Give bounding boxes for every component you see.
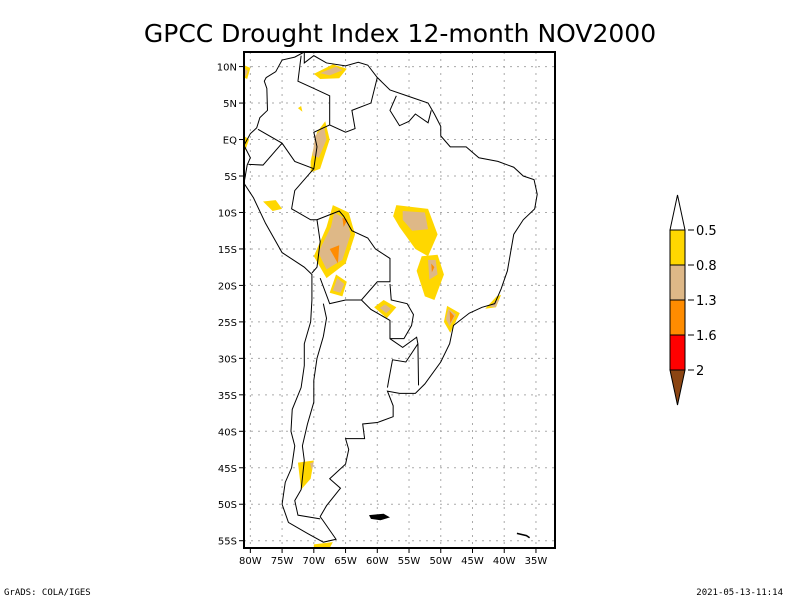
- country-border: [248, 142, 283, 166]
- south-georgia: [516, 532, 531, 539]
- country-border: [316, 210, 391, 305]
- legend-label: 0.5: [696, 224, 717, 239]
- legend-arrow-top: [669, 194, 686, 231]
- x-tick-label: 70W: [303, 556, 326, 567]
- legend-swatch: [669, 334, 686, 371]
- coastlines-and-borders: [243, 51, 538, 543]
- color-legend: 0.5 0.8 1.3 1.6 2: [669, 194, 717, 406]
- y-tick-label: 10S: [218, 208, 237, 219]
- gridlines: [244, 52, 555, 548]
- y-tick-label: EQ: [223, 136, 237, 147]
- coastline: [243, 51, 538, 543]
- y-tick-label: 25S: [218, 318, 237, 329]
- x-tick-label: 40W: [493, 556, 516, 567]
- drought-area: [318, 212, 351, 270]
- falkland-islands: [369, 513, 390, 521]
- legend-label: 0.8: [696, 259, 717, 274]
- y-tick-label: 55S: [218, 537, 237, 548]
- y-tick-label: 10N: [217, 63, 237, 74]
- country-border: [294, 303, 328, 520]
- country-border: [361, 283, 414, 340]
- x-axis: 80W 75W 70W 65W 60W 55W 50W 45W 40W 35W: [239, 548, 547, 567]
- footer-timestamp: 2021-05-13-11:14: [696, 588, 783, 598]
- drought-area: [379, 304, 392, 314]
- drought-area: [431, 263, 435, 273]
- y-tick-label: 15S: [218, 245, 237, 256]
- drought-area: [310, 461, 314, 470]
- legend-swatch: [669, 264, 686, 301]
- chart-title: GPCC Drought Index 12-month NOV2000: [144, 19, 656, 48]
- legend-arrow-bottom: [669, 369, 686, 406]
- legend-swatch: [669, 229, 686, 266]
- map-background: [244, 52, 555, 548]
- drought-area: [329, 245, 340, 264]
- drought-area: [313, 542, 333, 548]
- y-axis: 10N 5N EQ 5S 10S 15S 20S 25S 30S 35S 40S 45S 50S 55S: [217, 63, 244, 548]
- country-border: [291, 168, 321, 274]
- drought-area: [449, 310, 455, 324]
- x-tick-label: 45W: [461, 556, 484, 567]
- legend-label: 2: [696, 364, 704, 379]
- x-tick-label: 80W: [239, 556, 262, 567]
- y-tick-label: 5N: [223, 99, 237, 110]
- x-tick-label: 65W: [334, 556, 357, 567]
- y-tick-label: 35S: [218, 391, 237, 402]
- y-tick-label: 40S: [218, 427, 237, 438]
- country-border: [329, 77, 378, 133]
- x-tick-label: 75W: [271, 556, 294, 567]
- x-tick-label: 35W: [525, 556, 548, 567]
- drought-area: [263, 200, 283, 212]
- drought-area: [332, 278, 345, 293]
- footer-credit: GrADS: COLA/IGES: [4, 588, 91, 598]
- map-frame: [243, 51, 556, 549]
- country-border: [389, 95, 432, 127]
- y-tick-label: 50S: [218, 500, 237, 511]
- drought-area: [297, 105, 303, 112]
- y-tick-label: 5S: [224, 172, 237, 183]
- country-border: [257, 55, 331, 170]
- x-tick-label: 55W: [398, 556, 421, 567]
- y-tick-label: 45S: [218, 464, 237, 475]
- legend-label: 1.3: [696, 294, 717, 309]
- x-tick-label: 50W: [429, 556, 452, 567]
- legend-swatch: [669, 299, 686, 336]
- y-tick-label: 20S: [218, 281, 237, 292]
- drought-area: [320, 66, 343, 76]
- country-border: [417, 343, 420, 386]
- country-border: [386, 336, 419, 388]
- y-tick-label: 30S: [218, 354, 237, 365]
- drought-shading: [244, 64, 502, 548]
- map-panel: 10N5NEQ5S10S15S20S25S30S35S40S45S50S55S …: [217, 51, 556, 567]
- drought-area: [402, 211, 429, 231]
- legend-label: 1.6: [696, 329, 717, 344]
- x-tick-label: 60W: [366, 556, 389, 567]
